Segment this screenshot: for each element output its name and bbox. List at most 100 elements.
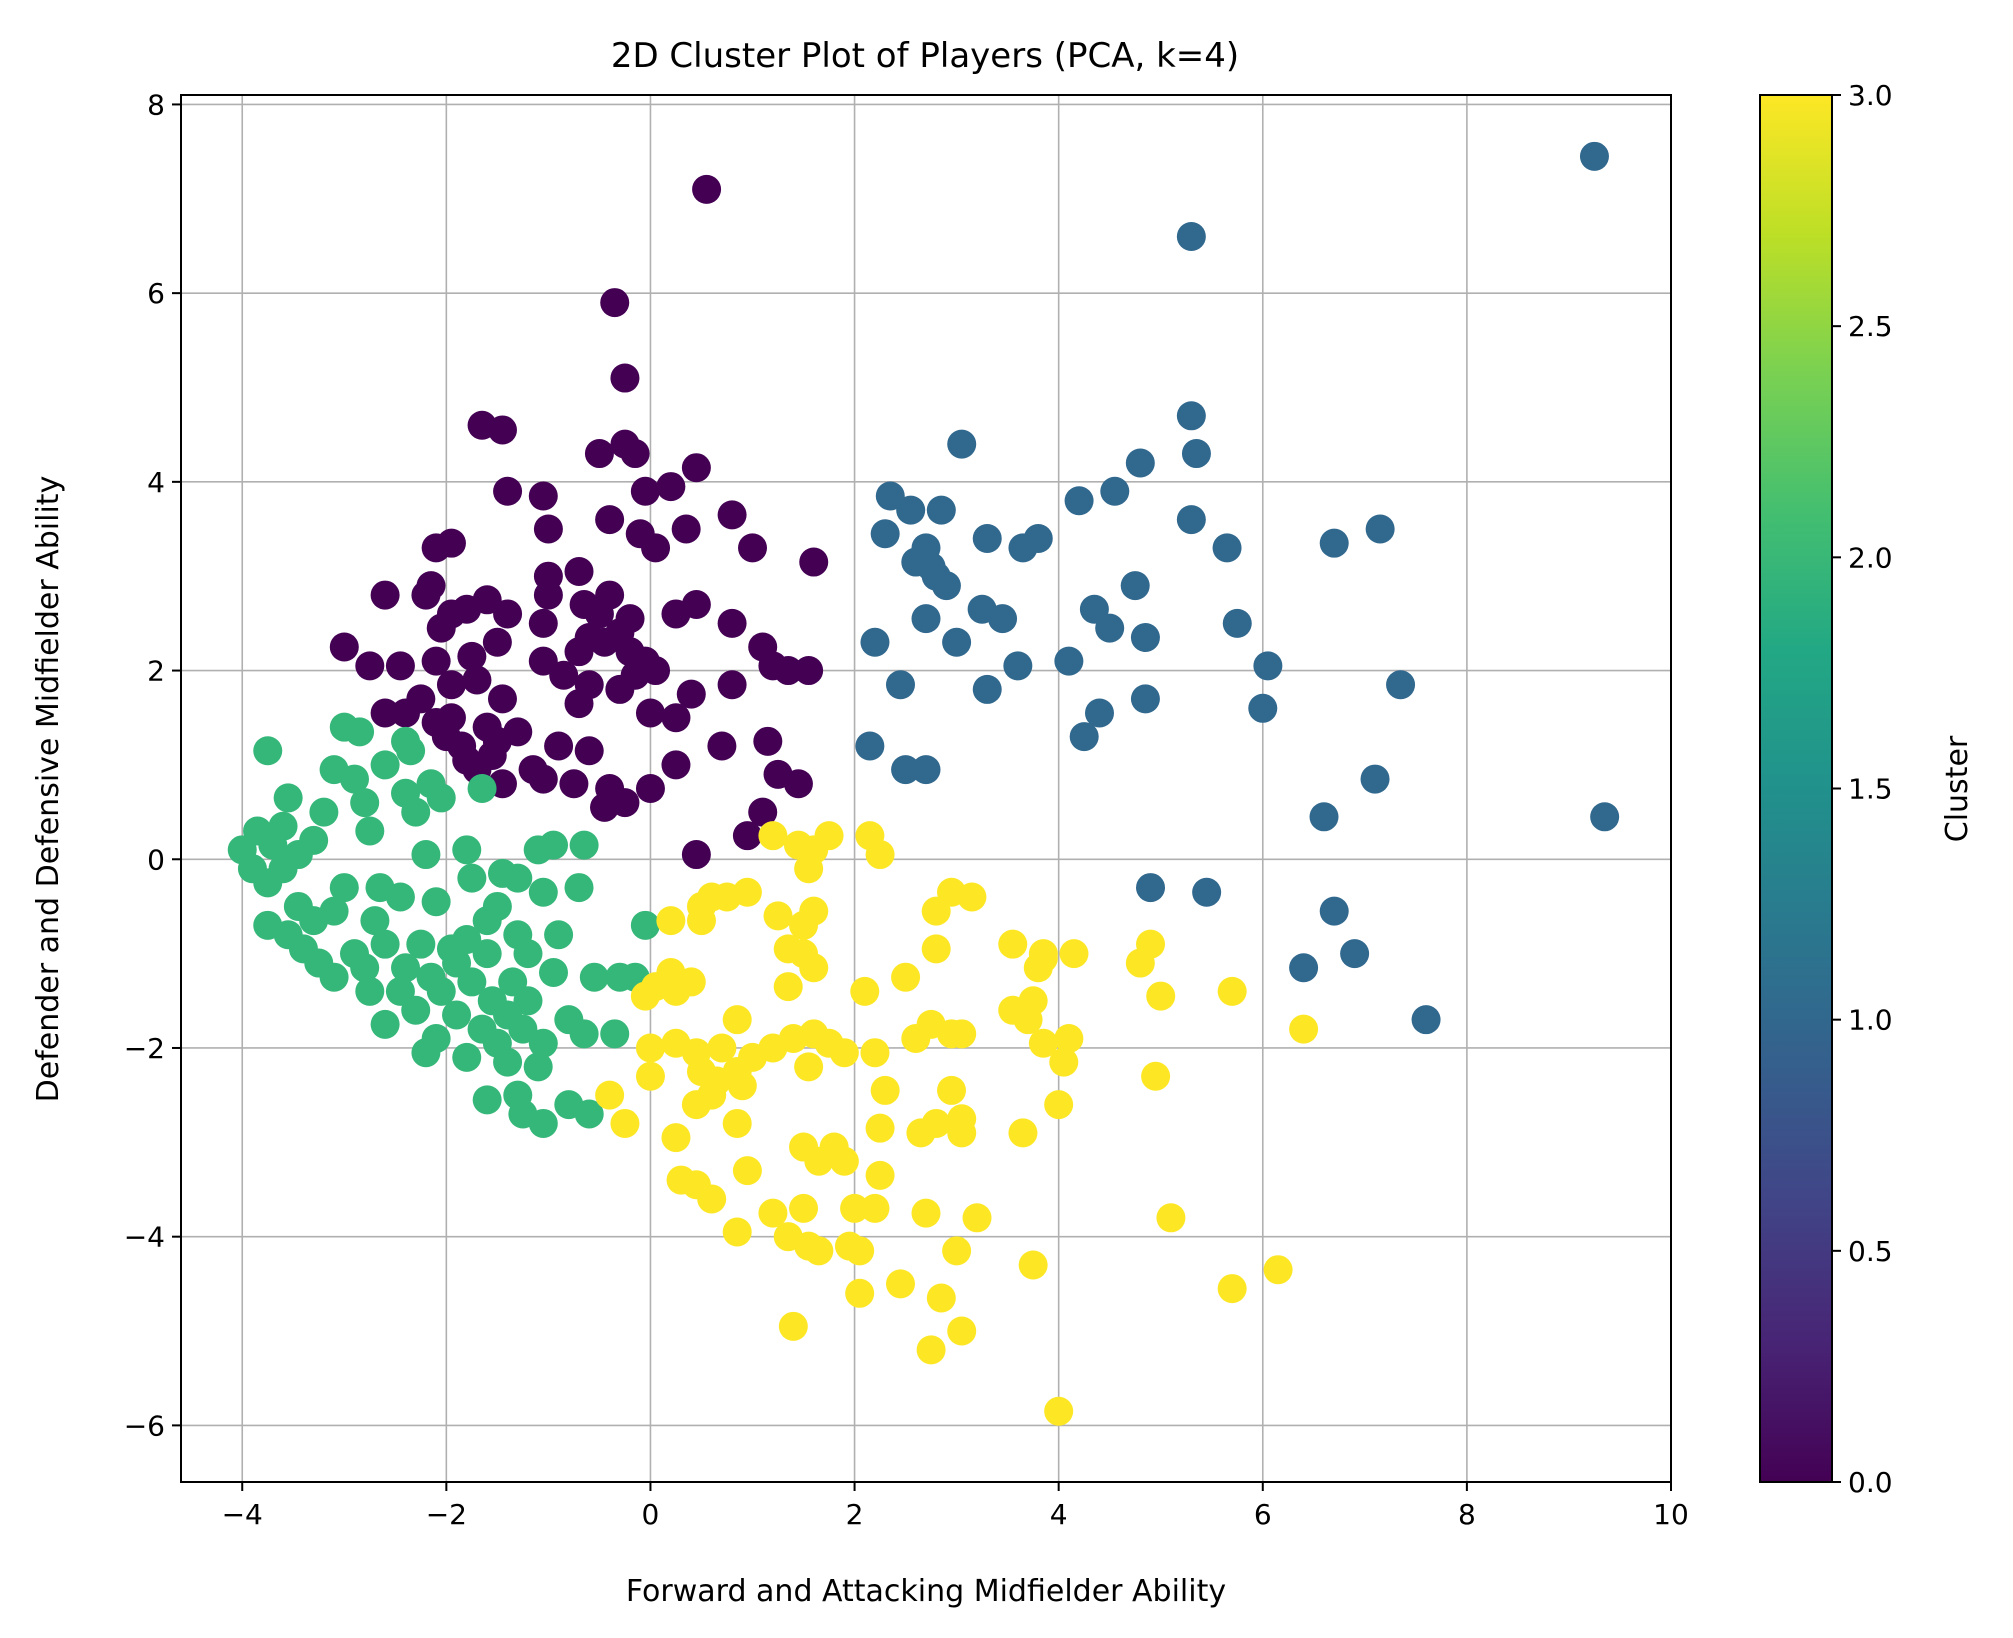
cluster-2-point xyxy=(253,868,283,898)
cluster-2-point xyxy=(360,906,390,936)
cluster-0-point xyxy=(794,656,824,686)
cluster-2-point xyxy=(539,957,568,987)
cluster-1-point xyxy=(942,627,972,657)
cluster-3-point xyxy=(916,1335,946,1365)
cluster-1-point xyxy=(972,674,1002,704)
cluster-3-point xyxy=(860,1193,890,1223)
cluster-0-point xyxy=(590,792,620,822)
cluster-1-point xyxy=(1008,533,1038,563)
cluster-0-point xyxy=(635,774,665,803)
x-tick-label: 4 xyxy=(1050,1498,1068,1531)
cluster-2-point xyxy=(493,1047,523,1077)
cluster-0-point xyxy=(676,679,706,709)
cluster-0-point xyxy=(370,580,400,610)
cluster-3-point xyxy=(1146,981,1176,1011)
cluster-2-point xyxy=(630,910,660,940)
cluster-2-point xyxy=(426,976,456,1006)
colorbar-tick-label: 3.0 xyxy=(1848,79,1893,112)
y-tick-label: 6 xyxy=(147,277,165,310)
cluster-1-point xyxy=(1130,684,1160,714)
cluster-3-point xyxy=(1049,1047,1079,1077)
y-tick-label: 4 xyxy=(147,466,165,499)
cluster-3-point xyxy=(947,1019,977,1049)
cluster-1-point xyxy=(1579,141,1609,171)
cluster-0-point xyxy=(717,608,747,638)
cluster-3-point xyxy=(1156,1203,1186,1233)
colorbar-tick-label: 2.5 xyxy=(1848,310,1893,343)
cluster-1-point xyxy=(1360,764,1390,794)
cluster-0-point xyxy=(391,698,421,728)
cluster-0-point xyxy=(732,821,762,851)
cluster-1-point xyxy=(1212,533,1242,563)
cluster-1-point xyxy=(885,670,915,700)
cluster-2-point xyxy=(457,967,487,997)
cluster-2-point xyxy=(391,953,421,983)
cluster-3-point xyxy=(789,1193,819,1223)
cluster-0-point xyxy=(493,599,523,629)
cluster-2-point xyxy=(452,835,482,865)
cluster-2-point xyxy=(569,830,599,860)
cluster-2-point xyxy=(411,1038,441,1068)
cluster-1-point xyxy=(1192,877,1222,907)
cluster-0-point xyxy=(681,840,711,870)
cluster-3-point xyxy=(911,1198,941,1228)
y-tick-label: −6 xyxy=(124,1409,165,1442)
cluster-0-point xyxy=(426,613,456,643)
cluster-0-point xyxy=(681,453,711,483)
cluster-3-point xyxy=(1044,1090,1074,1120)
cluster-0-point xyxy=(595,505,625,535)
cluster-2-point xyxy=(319,962,349,992)
x-tick-label: 2 xyxy=(846,1498,864,1531)
cluster-2-point xyxy=(442,1000,472,1030)
cluster-0-point xyxy=(799,547,829,577)
cluster-3-point xyxy=(799,953,829,983)
cluster-3-point xyxy=(891,962,921,992)
cluster-3-point xyxy=(758,1198,788,1228)
cluster-2-point xyxy=(406,929,436,959)
cluster-0-point xyxy=(656,472,686,502)
cluster-2-point xyxy=(258,830,288,860)
cluster-1-point xyxy=(972,523,1002,553)
cluster-3-point xyxy=(1217,1274,1247,1304)
cluster-1-point xyxy=(1125,448,1155,478)
colorbar-ticks: 0.0 0.5 1.0 1.5 2.0 2.5 3.0 xyxy=(1832,79,1893,1499)
colorbar xyxy=(1759,94,1833,1483)
cluster-3-point xyxy=(840,1193,870,1223)
cluster-2-point xyxy=(600,1019,630,1049)
cluster-0-point xyxy=(641,533,671,563)
cluster-1-point xyxy=(1248,693,1278,723)
plot-frame xyxy=(180,94,1672,1483)
cluster-3-point xyxy=(789,910,819,940)
cluster-2-point xyxy=(513,939,543,969)
cluster-1-point xyxy=(855,731,885,761)
y-tick-label: 0 xyxy=(147,843,165,876)
cluster-3-point xyxy=(1013,1005,1043,1035)
cluster-3-point xyxy=(722,1005,752,1035)
cluster-2-point xyxy=(253,736,283,766)
cluster-3-point xyxy=(1044,1396,1074,1426)
cluster-0-point xyxy=(487,684,517,714)
cluster-2-point xyxy=(472,939,502,969)
cluster-3-point xyxy=(1059,939,1089,969)
cluster-1-point xyxy=(891,755,921,785)
cluster-0-point xyxy=(610,363,640,393)
cluster-0-point xyxy=(528,608,558,638)
y-tick-label: −2 xyxy=(124,1032,165,1065)
cluster-3-point xyxy=(860,1038,890,1068)
cluster-1-point xyxy=(1365,514,1395,544)
cluster-0-point xyxy=(528,764,558,794)
cluster-1-point xyxy=(1309,802,1339,832)
cluster-2-point xyxy=(523,1052,553,1082)
scatter-points xyxy=(227,141,1620,1426)
cluster-3-point xyxy=(712,882,742,912)
cluster-2-point xyxy=(273,783,303,813)
cluster-1-point xyxy=(1222,608,1252,638)
cluster-0-point xyxy=(411,580,441,610)
cluster-2-point xyxy=(579,962,609,992)
cluster-1-point xyxy=(1120,571,1150,601)
cluster-0-point xyxy=(385,651,415,681)
cluster-2-point xyxy=(457,863,487,893)
cluster-0-point xyxy=(559,769,589,799)
cluster-0-point xyxy=(493,476,523,506)
colorbar-tick-label: 1.5 xyxy=(1848,773,1893,806)
